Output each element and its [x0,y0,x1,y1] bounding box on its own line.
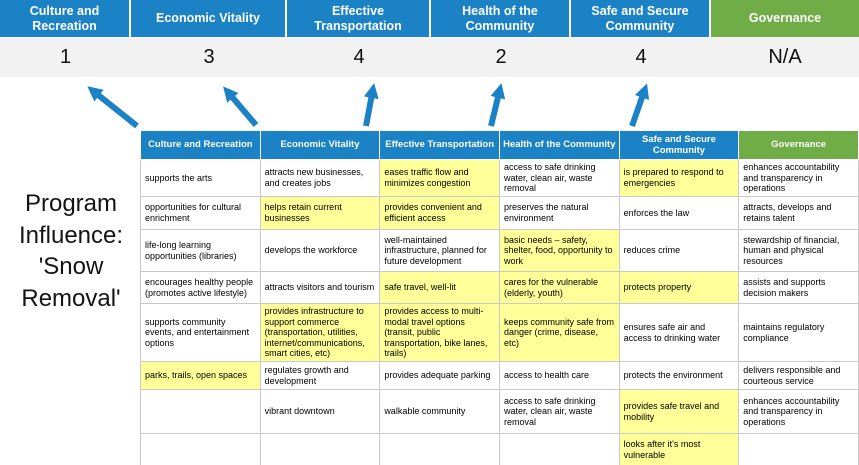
matrix-header-row: Culture and Recreation Economic Vitality… [140,130,859,160]
matrix-body: supports the arts attracts new businesses… [140,159,859,465]
matrix-cell: access to health care [498,361,620,391]
pillar-safe-and-secure-community: Safe and Secure Community [571,0,711,37]
matrix-cell [738,433,859,465]
matrix-cell: attracts new businesses, and creates job… [259,159,381,197]
matrix-cell: ensures safe air and access to drinking … [618,302,740,363]
matrix-cell: provides access to multi-modal travel op… [379,302,500,363]
matrix-cell: attracts, develops and retains talent [738,196,859,230]
matrix-row: parks, trails, open spaces regulates grow… [140,361,859,391]
matrix-cell: provides safe travel and mobility [618,389,740,435]
score-economic-vitality: 3 [203,46,215,68]
matrix-row: vibrant downtown walkable community access… [140,389,859,435]
matrix-row: life-long learning opportunities (librar… [140,229,859,272]
matrix-header-health-of-the-community: Health of the Community [498,130,620,160]
matrix-cell: life-long learning opportunities (librar… [140,229,261,272]
matrix-cell: access to safe drinking water, clean air… [498,159,620,197]
matrix-cell: is prepared to respond to emergencies [618,159,740,197]
influence-arrows [87,83,650,129]
matrix-cell: provides infrastructure to support comme… [259,302,381,363]
matrix-row: opportunities for cultural enrichment hel… [140,196,859,230]
matrix-cell: eases traffic flow and minimizes congest… [379,159,500,197]
matrix-cell: enhances accountability and transparency… [738,159,859,197]
matrix-cell: enhances accountability and transparency… [738,389,859,435]
matrix-cell: enforces the law [618,196,740,230]
matrix-cell: protects property [618,271,740,304]
matrix-cell [140,433,261,465]
score-governance: N/A [768,46,802,68]
pillar-label: Governance [748,11,822,25]
matrix-cell: vibrant downtown [259,389,381,435]
matrix-cell [259,433,381,465]
matrix-cell: basic needs – safety, shelter, food, opp… [498,229,620,272]
pillar-label: Safe and Secure Community [591,3,689,33]
matrix-cell: assists and supports decision makers [738,271,859,304]
arrow-icon [629,83,650,127]
matrix-cell: opportunities for cultural enrichment [140,196,261,230]
matrix-cell: parks, trails, open spaces [140,361,261,391]
matrix-header-safe-and-secure-community: Safe and Secure Community [618,130,740,160]
score-row: 1 3 4 2 4 N/A [0,38,859,77]
arrow-icon [87,86,139,129]
matrix-cell: attracts visitors and tourism [259,271,381,304]
program-influence-title: Program Influence: 'Snow Removal' [18,190,124,313]
matrix-cell: protects the environment [618,361,740,391]
matrix-row: supports community events, and entertain… [140,302,859,363]
matrix-header-economic-vitality: Economic Vitality [259,130,381,160]
matrix-cell: delivers responsible and courteous servi… [738,361,859,391]
pillar-label: Health of the Community [462,3,538,33]
matrix-cell: keeps community safe from danger (crime,… [498,302,620,363]
matrix-cell: supports the arts [140,159,261,197]
matrix-row: supports the arts attracts new businesses… [140,159,859,197]
matrix-cell: provides adequate parking [379,361,500,391]
matrix-row: looks after it's most vulnerable [140,433,859,465]
influence-matrix: Culture and Recreation Economic Vitality… [140,130,859,465]
arrow-icon [223,86,259,127]
matrix-cell: access to safe drinking water, clean air… [498,389,620,435]
matrix-cell [140,389,261,435]
matrix-header-culture-and-recreation: Culture and Recreation [140,130,261,160]
matrix-cell [498,433,620,465]
pillar-effective-transportation: Effective Transportation [287,0,431,37]
matrix-cell: walkable community [379,389,500,435]
score-safe-and-secure-community: 4 [635,46,647,68]
pillar-label: Economic Vitality [156,11,260,25]
pillar-governance: Governance [711,0,859,37]
pillar-label: Culture and Recreation [29,3,100,33]
matrix-header-effective-transportation: Effective Transportation [379,130,500,160]
matrix-cell: safe travel, well-lit [379,271,500,304]
matrix-cell [379,433,500,465]
matrix-cell: develops the workforce [259,229,381,272]
pillar-health-of-the-community: Health of the Community [431,0,571,37]
matrix-cell: encourages healthy people (promotes acti… [140,271,261,304]
matrix-cell: helps retain current businesses [259,196,381,230]
matrix-cell: looks after it's most vulnerable [618,433,740,465]
score-culture-and-recreation: 1 [59,46,72,68]
matrix-cell: well-maintained infrastructure, planned … [379,229,500,272]
matrix-cell: reduces crime [618,229,740,272]
matrix-cell: preserves the natural environment [498,196,620,230]
matrix-header-governance: Governance [738,130,859,160]
matrix-cell: stewardship of financial, human and phys… [738,229,859,272]
pillar-economic-vitality: Economic Vitality [131,0,287,37]
arrow-icon [488,83,506,127]
matrix-cell: regulates growth and development [259,361,381,391]
score-effective-transportation: 4 [353,46,365,68]
arrow-icon [363,83,379,127]
matrix-row: encourages healthy people (promotes acti… [140,271,859,304]
score-health-of-the-community: 2 [495,46,507,68]
matrix-cell: maintains regulatory compliance [738,302,859,363]
pillar-culture-and-recreation: Culture and Recreation [0,0,131,37]
pillar-label: Effective Transportation [314,3,402,33]
matrix-cell: cares for the vulnerable (elderly, youth… [498,271,620,304]
matrix-cell: provides convenient and efficient access [379,196,500,230]
pillar-header-row: Culture and Recreation Economic Vitality… [0,0,859,37]
matrix-cell: supports community events, and entertain… [140,302,261,363]
